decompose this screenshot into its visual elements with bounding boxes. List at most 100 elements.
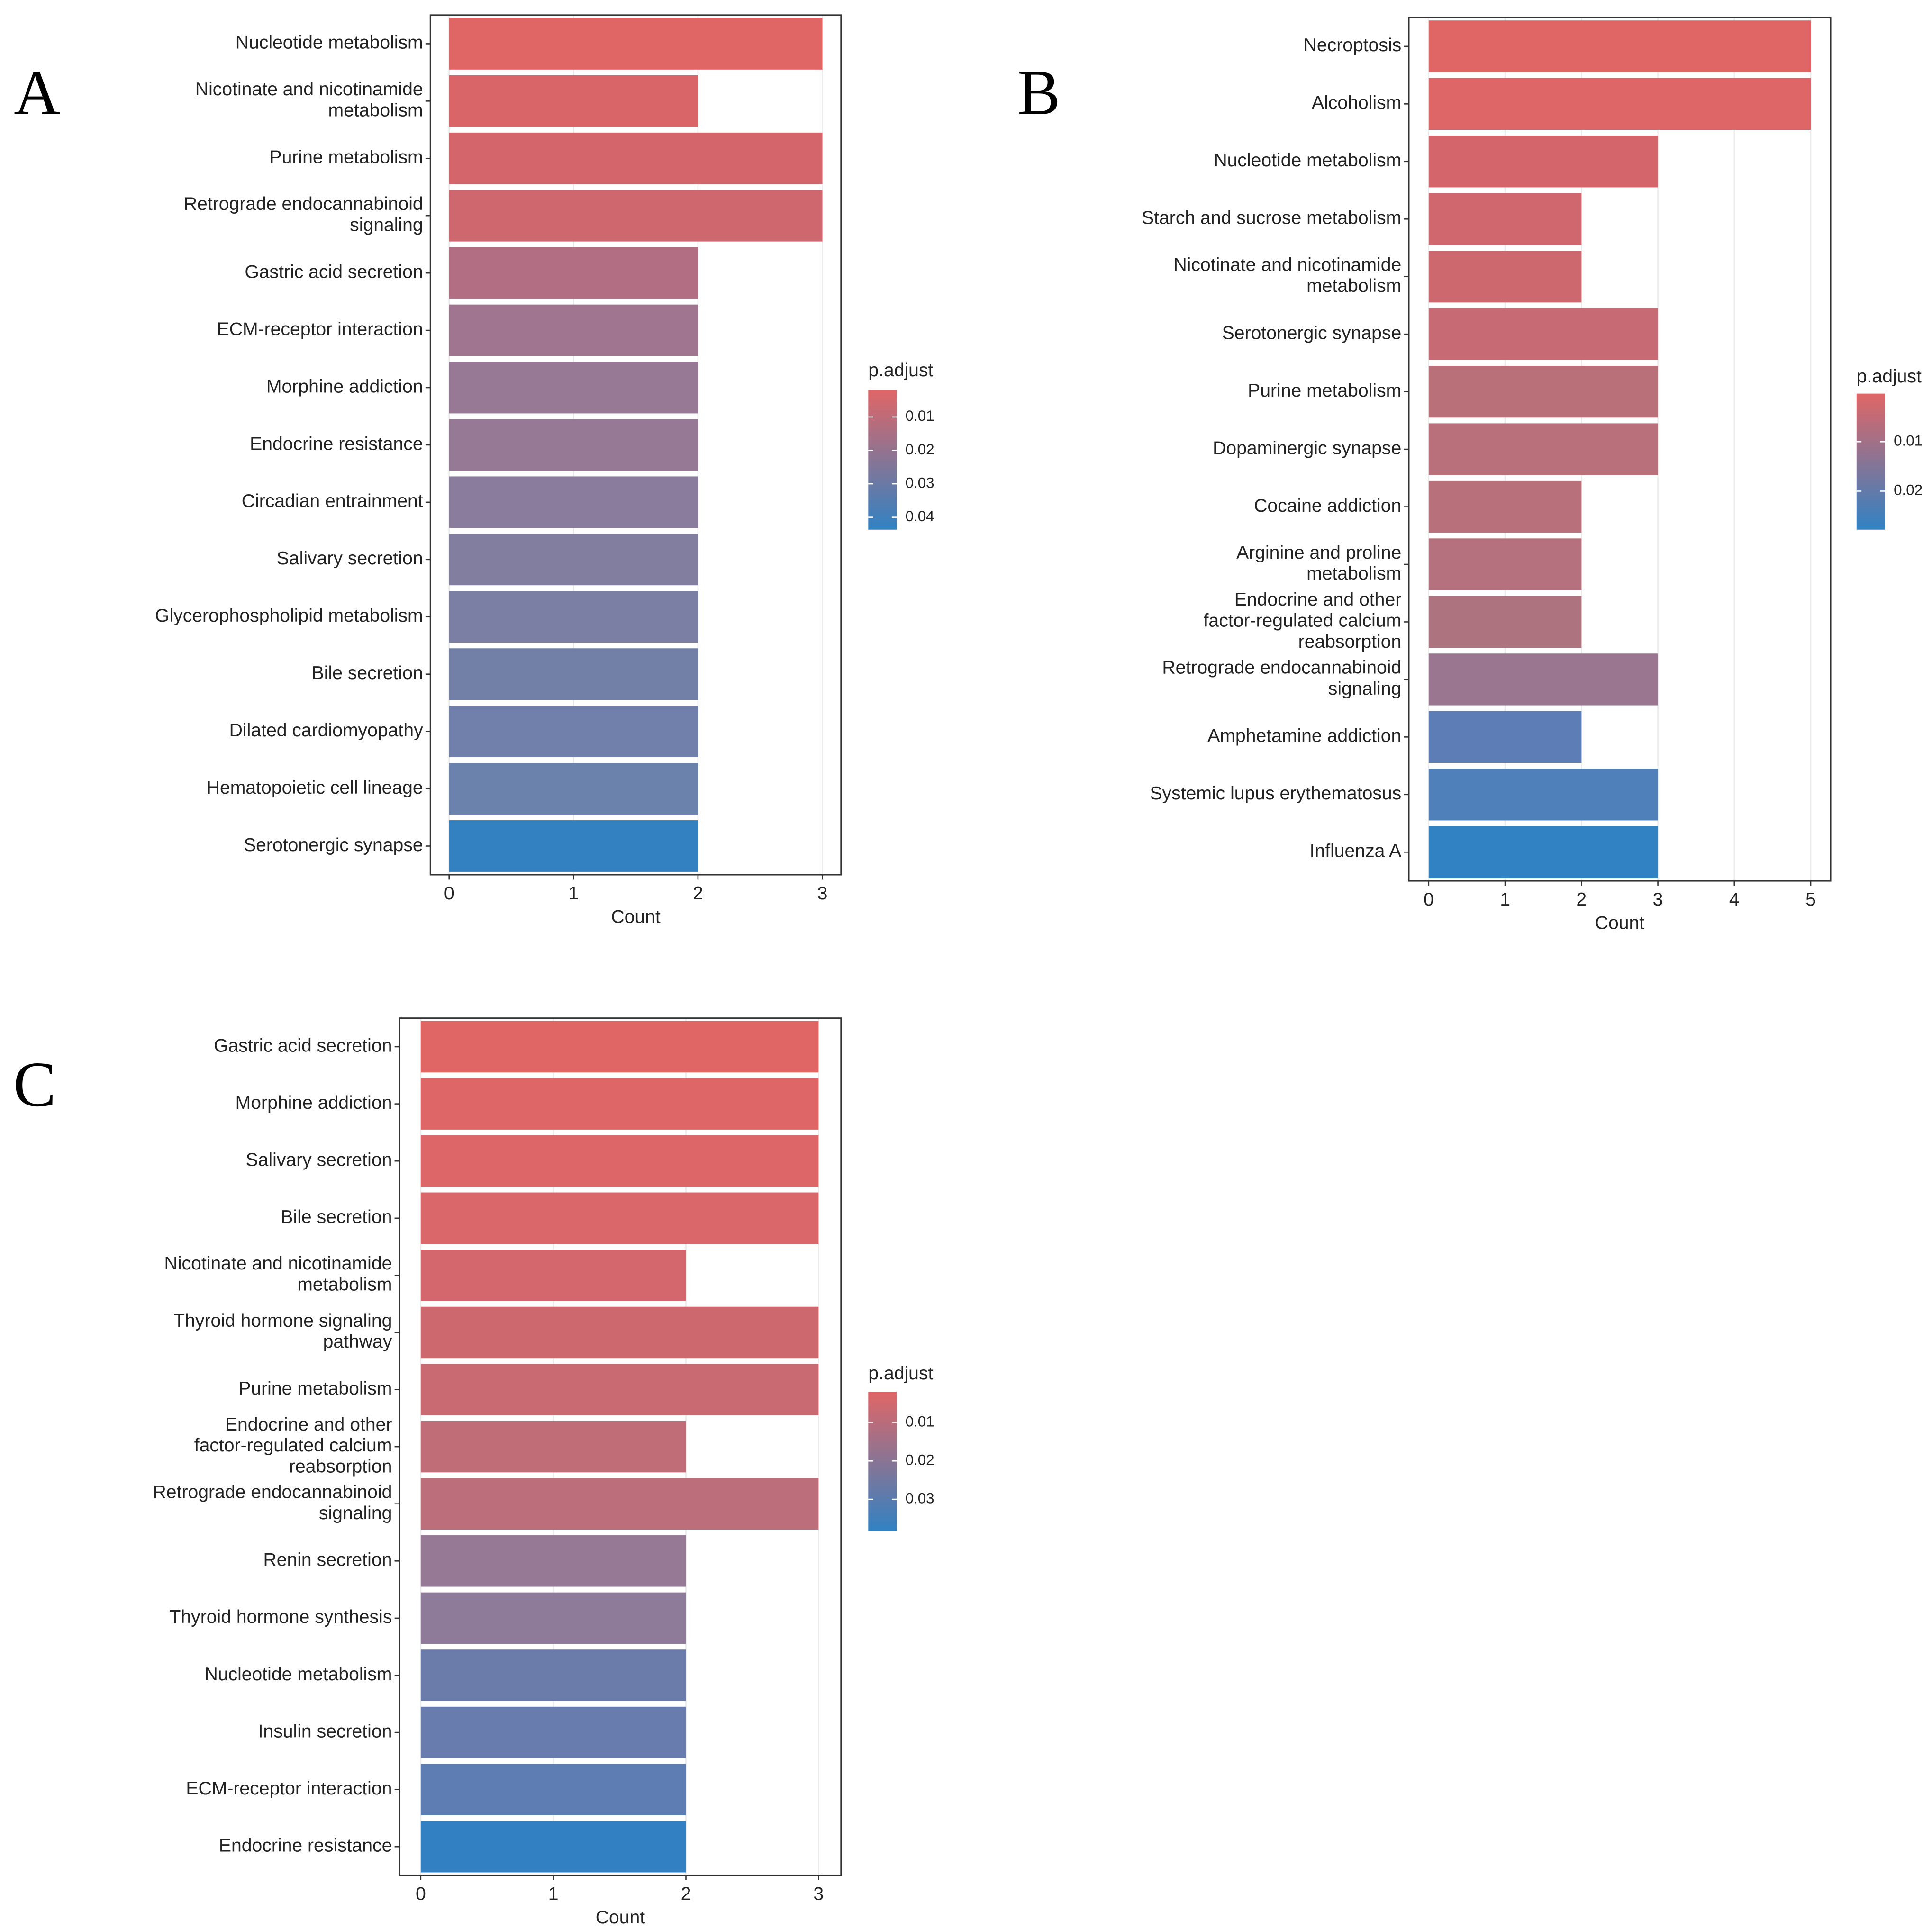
x-tick-label: 2 <box>1576 889 1587 910</box>
plot-frame <box>429 14 842 876</box>
plot-frame <box>1408 17 1832 882</box>
bar <box>420 1306 819 1359</box>
bar <box>420 1649 686 1701</box>
bar <box>449 190 823 242</box>
category-label: Endocrine resistance <box>250 434 423 454</box>
bar <box>1428 480 1582 533</box>
category-label: Circadian entrainment <box>242 491 423 511</box>
category-label: Thyroid hormone signaling pathway <box>173 1311 392 1352</box>
chart-panel: C Gastric acid secretion Morphine addictio… <box>13 1017 934 1928</box>
colorbar-tick-label: 0.02 <box>906 1452 934 1468</box>
category-label: ECM-receptor interaction <box>186 1778 392 1799</box>
bar <box>420 1821 686 1873</box>
legend-title: p.adjust <box>868 360 933 381</box>
bar <box>420 1021 819 1073</box>
x-tick-label: 2 <box>681 1884 691 1904</box>
colorbar-tick-label: 0.02 <box>906 441 934 458</box>
category-label: Endocrine resistance <box>219 1836 392 1856</box>
bar <box>449 75 698 127</box>
bar <box>1428 308 1658 360</box>
category-label: Morphine addiction <box>266 376 423 397</box>
bar <box>420 1421 686 1473</box>
bar <box>1428 365 1658 418</box>
bar <box>1428 711 1582 763</box>
category-label: Serotonergic synapse <box>1222 323 1402 344</box>
category-label: Arginine and proline metabolism <box>1236 543 1401 584</box>
bar <box>1428 78 1811 130</box>
x-axis-title: Count <box>1595 913 1645 933</box>
bar <box>449 362 698 414</box>
category-label: Renin secretion <box>263 1550 392 1570</box>
chart-panel: A Nucleotide metabolism Nicotinate and nic… <box>14 14 934 927</box>
category-label: Nucleotide metabolism <box>204 1664 392 1685</box>
x-tick-label: 4 <box>1729 889 1740 910</box>
bar <box>1428 538 1582 590</box>
category-label: Purine metabolism <box>1248 381 1401 401</box>
x-tick-label: 0 <box>444 883 454 904</box>
x-tick-label: 0 <box>1424 889 1434 910</box>
colorbar <box>868 390 897 530</box>
bar <box>1428 826 1658 878</box>
category-label: Dilated cardiomyopathy <box>229 720 423 741</box>
colorbar-tick-label: 0.02 <box>1894 482 1923 498</box>
category-label: Systemic lupus erythematosus <box>1150 783 1401 804</box>
category-label: Amphetamine addiction <box>1207 726 1401 746</box>
colorbar-tick-label: 0.01 <box>1894 433 1923 449</box>
x-tick-label: 1 <box>548 1884 559 1904</box>
category-label: Retrograde endocannabinoid signaling <box>1162 658 1401 699</box>
bar <box>1428 596 1582 648</box>
category-label: Gastric acid secretion <box>214 1035 392 1056</box>
colorbar-tick-label: 0.01 <box>906 408 934 424</box>
bar <box>1428 251 1582 303</box>
category-label: Glycerophospholipid metabolism <box>155 606 423 626</box>
x-tick-label: 3 <box>813 1884 824 1904</box>
x-tick-label: 1 <box>1500 889 1510 910</box>
bar <box>449 419 698 471</box>
bar <box>420 1478 819 1530</box>
category-label: ECM-receptor interaction <box>217 319 423 339</box>
legend-title: p.adjust <box>1857 366 1922 387</box>
bar <box>420 1364 819 1415</box>
panel-label: A <box>14 57 60 128</box>
bar <box>449 706 698 758</box>
colorbar-tick-label: 0.03 <box>906 1490 934 1506</box>
bar <box>449 132 823 184</box>
bar <box>1428 136 1658 188</box>
category-label: Influenza A <box>1310 841 1402 861</box>
x-tick-label: 3 <box>1653 889 1663 910</box>
category-label: Bile secretion <box>312 663 423 683</box>
bar <box>449 476 698 528</box>
bar <box>420 1250 686 1301</box>
panel-label: C <box>13 1049 56 1120</box>
category-label: Nicotinate and nicotinamide metabolism <box>195 79 423 120</box>
panel-label: B <box>1017 57 1061 128</box>
bar <box>449 591 698 643</box>
category-label: Alcoholism <box>1312 93 1401 113</box>
category-label: Starch and sucrose metabolism <box>1142 208 1401 228</box>
bar <box>420 1592 686 1644</box>
category-label: Thyroid hormone synthesis <box>170 1607 392 1627</box>
bar <box>1428 423 1658 475</box>
bar <box>420 1535 686 1587</box>
category-label: Retrograde endocannabinoid signaling <box>153 1482 392 1523</box>
bar <box>420 1706 686 1758</box>
bar <box>1428 769 1658 821</box>
legend-title: p.adjust <box>868 1363 933 1384</box>
x-tick-label: 1 <box>568 883 579 904</box>
category-label: Necroptosis <box>1304 35 1402 55</box>
category-label: Hematopoietic cell lineage <box>207 778 423 798</box>
category-label: Retrograde endocannabinoid signaling <box>184 194 423 235</box>
bar <box>1428 20 1811 72</box>
bar <box>449 18 823 70</box>
category-label: Nicotinate and nicotinamide metabolism <box>164 1254 392 1295</box>
bar <box>1428 653 1658 706</box>
x-axis-title: Count <box>596 1907 645 1928</box>
x-tick-label: 0 <box>416 1884 426 1904</box>
colorbar-tick-label: 0.03 <box>906 474 934 491</box>
category-label: Bile secretion <box>281 1207 392 1227</box>
x-tick-label: 2 <box>693 883 703 904</box>
category-label: Endocrine and other factor-regulated calc… <box>1204 589 1402 652</box>
chart-panel: B Necroptosis Alcoholism Nucleotide metabol… <box>1017 17 1923 933</box>
bar <box>420 1135 819 1187</box>
